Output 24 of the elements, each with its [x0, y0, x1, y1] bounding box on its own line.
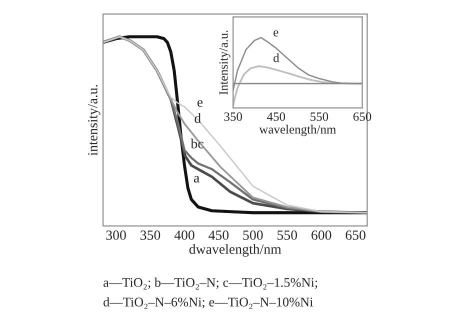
annotation: bc: [190, 138, 204, 148]
annotation: e: [197, 100, 203, 107]
x-tick-label: 650: [346, 230, 366, 240]
y-axis-title: intensity/a.u.: [88, 85, 100, 156]
x-tick-label: 400: [174, 230, 194, 240]
x-tick-label: 350: [224, 112, 242, 121]
x-tick-label: 350: [140, 230, 160, 240]
annotation: d: [194, 113, 201, 123]
x-tick-label: 550: [310, 112, 328, 121]
text: a—TiO₂; b—TiO₂–N; c—TiO₂–1.5%Ni;: [104, 278, 318, 290]
x-tick-label: 450: [208, 230, 229, 240]
annotation: e: [274, 30, 278, 36]
x-tick-label: 500: [243, 230, 263, 240]
annotation: a: [194, 176, 200, 182]
text: d—TiO₂–N–6%Ni; e—TiO₂–N–10%Ni: [104, 297, 313, 310]
x-axis-title: dwavelength/nm: [189, 244, 282, 257]
annotation: d: [274, 53, 280, 62]
x-tick-label: 650: [353, 112, 372, 121]
x-tick-label: 450: [267, 112, 286, 121]
x-tick-label: 550: [278, 230, 298, 240]
x-axis-title: wavelength/nm: [259, 124, 336, 136]
y-axis-title: Intensity/a.u.: [219, 30, 230, 95]
x-tick-label: 600: [312, 230, 332, 240]
x-tick-label: 300: [106, 230, 126, 240]
